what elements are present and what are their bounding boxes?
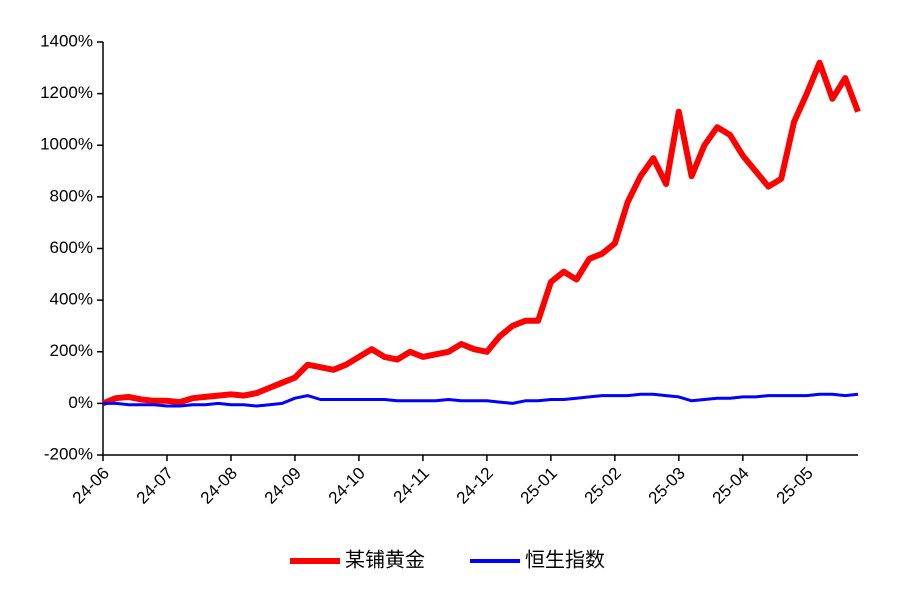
- x-tick-label: 25-02: [581, 464, 625, 508]
- legend-label: 恒生指数: [525, 548, 605, 571]
- legend-label: 某铺黄金: [345, 548, 425, 571]
- y-tick-label: 200%: [50, 341, 93, 360]
- x-tick-label: 24-10: [325, 464, 369, 508]
- line-series: [103, 392, 859, 408]
- x-tick-label: 24-09: [261, 464, 305, 508]
- x-tick-label: 24-07: [133, 464, 177, 508]
- y-tick-label: 1400%: [40, 31, 93, 50]
- x-tick-label: 25-05: [773, 464, 817, 508]
- x-tick-label: 24-08: [197, 464, 241, 508]
- x-tick-label: 24-06: [69, 464, 113, 508]
- x-tick-label: 24-12: [453, 464, 497, 508]
- y-tick-label: 1200%: [40, 83, 93, 102]
- y-tick-label: 600%: [50, 238, 93, 257]
- y-tick-label: -200%: [44, 444, 93, 463]
- x-tick-label: 25-04: [709, 464, 753, 508]
- y-tick-label: 800%: [50, 186, 93, 205]
- x-tick-label: 24-11: [390, 464, 433, 507]
- y-tick-label: 400%: [50, 290, 93, 309]
- x-tick-label: 25-03: [645, 464, 689, 508]
- line-series: [101, 59, 861, 407]
- y-tick-label: 0%: [68, 393, 93, 412]
- x-tick-label: 25-01: [517, 464, 561, 508]
- y-tick-label: 1000%: [40, 135, 93, 154]
